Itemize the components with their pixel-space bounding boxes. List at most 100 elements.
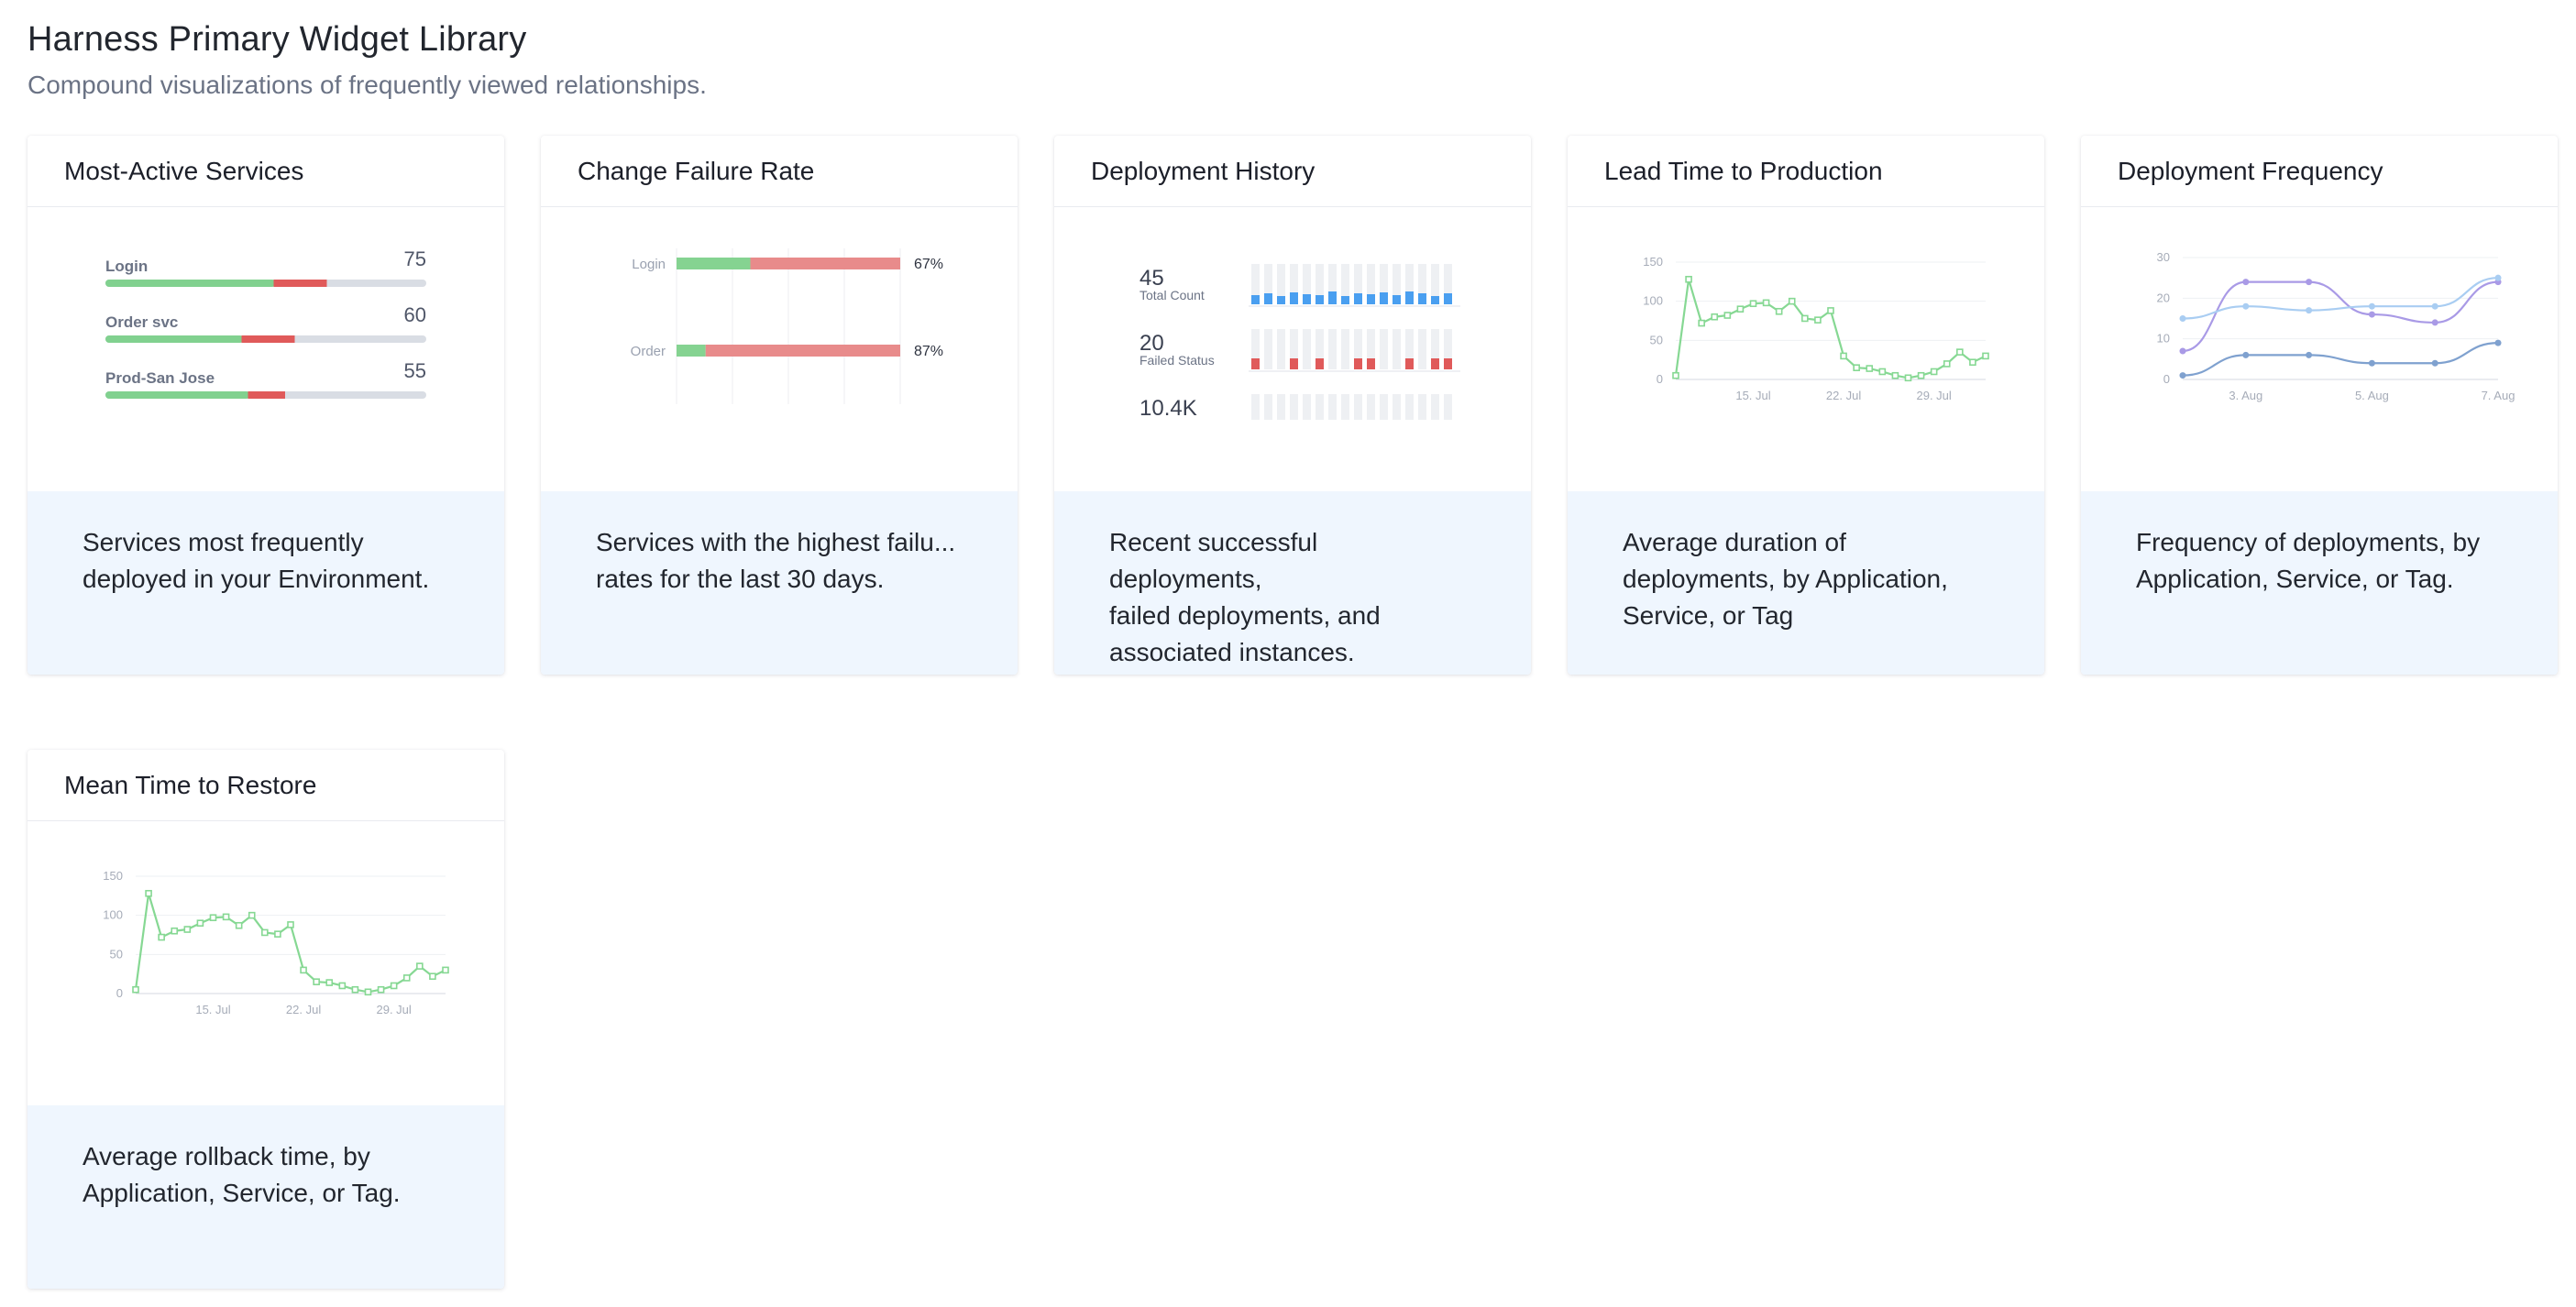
data-point [2431, 359, 2438, 367]
widget-card-lead-time-to-production[interactable]: Lead Time to Production 0 50 100 150 15. Jul… [1568, 136, 2044, 675]
history-bar [1444, 293, 1452, 304]
data-point [338, 982, 347, 990]
widget-card-most-active-services[interactable]: Most-Active Services Login 75 Order svc 60 P… [28, 136, 504, 675]
data-point [132, 985, 139, 994]
x-tick-label: 15. Jul [1735, 389, 1770, 402]
data-point [209, 914, 217, 922]
bar-failure [241, 335, 295, 343]
y-tick-label: 0 [116, 986, 123, 1000]
history-slot [1328, 394, 1337, 420]
history-slot [1367, 394, 1375, 420]
data-point [1788, 297, 1796, 305]
data-point [1698, 319, 1705, 327]
card-description-line: Average rollback time, by [83, 1142, 370, 1170]
data-point [2306, 351, 2313, 358]
data-point [222, 913, 230, 921]
history-bar [1431, 296, 1439, 304]
widget-card-change-failure-rate[interactable]: Change Failure Rate Login67%Order87%Acco… [541, 136, 1018, 675]
page-subtitle: Compound visualizations of frequently vi… [28, 71, 707, 99]
history-slot [1251, 394, 1260, 420]
service-label: Login [632, 257, 666, 272]
data-point [171, 927, 179, 935]
card-description-line: rates for the last 30 days. [596, 565, 885, 593]
history-slot [1290, 264, 1298, 304]
history-slot [1328, 329, 1337, 369]
history-slot [1393, 264, 1401, 304]
history-bar [1405, 358, 1414, 369]
stat-label: Instances [1139, 418, 1194, 420]
mean-time-to-restore-chart: 0 50 100 150 15. Jul 22. Jul 29. Jul [103, 869, 449, 1016]
data-point [1853, 364, 1860, 371]
data-point [1736, 305, 1745, 313]
history-bar [1277, 296, 1285, 304]
card-description-line: deployments, by Application, [1623, 565, 1948, 593]
service-label: Login [105, 258, 148, 275]
card-preview: 0 50 100 150 15. Jul 22. Jul 29. Jul [1568, 207, 2044, 420]
widget-card-deployment-frequency[interactable]: Deployment Frequency 0 10 20 30 3. Aug 5. Aug… [2081, 136, 2558, 675]
card-title: Most-Active Services [28, 136, 504, 207]
history-bar [1405, 291, 1414, 304]
history-slot [1418, 329, 1426, 369]
y-tick-label: 150 [103, 869, 123, 883]
history-slot [1418, 394, 1426, 420]
x-tick-label: 3. Aug [2229, 389, 2262, 402]
history-slot [1393, 329, 1401, 369]
history-slot [1444, 329, 1452, 369]
history-slot [1264, 394, 1272, 420]
bar-failure [248, 391, 285, 399]
history-slot [1341, 264, 1349, 304]
y-tick-label: 150 [1643, 255, 1663, 269]
bar-success [677, 345, 706, 357]
data-point [351, 985, 359, 994]
service-count: 60 [404, 303, 426, 326]
data-point [1904, 374, 1912, 382]
history-bar [1251, 295, 1260, 304]
data-point [158, 933, 165, 941]
history-slot [1380, 329, 1388, 369]
most-active-services-chart: Login 75 Order svc 60 Prod-San Jose 55 [105, 247, 426, 399]
history-bar [1354, 358, 1362, 369]
history-slot [1354, 264, 1362, 304]
data-point [390, 982, 398, 990]
history-bar [1290, 358, 1298, 369]
x-tick-label: 22. Jul [1826, 389, 1861, 402]
data-point [2242, 351, 2250, 358]
history-slot [1418, 264, 1426, 304]
card-description: Recent successful deployments, failed de… [1054, 491, 1531, 675]
history-slot [1354, 394, 1362, 420]
card-description-line: associated instances. [1109, 638, 1355, 666]
history-slot [1328, 264, 1337, 304]
card-description: Average rollback time, by Application, S… [28, 1105, 504, 1289]
x-tick-label: 29. Jul [377, 1003, 412, 1016]
service-label: Prod-San Jose [105, 369, 215, 387]
card-description-line: Average duration of [1623, 528, 1846, 556]
card-description-line: Frequency of deployments, by [2136, 528, 2481, 556]
data-point [2368, 311, 2375, 318]
y-tick-label: 20 [2157, 291, 2170, 304]
stat-value: 45 [1139, 266, 1164, 291]
history-slot [1405, 329, 1414, 369]
card-title: Change Failure Rate [541, 136, 1018, 207]
bar-failure [705, 345, 900, 357]
stat-value: 20 [1139, 331, 1164, 356]
data-point [2306, 307, 2313, 314]
history-bar [1418, 293, 1426, 304]
history-bar [1341, 296, 1349, 304]
data-point [1749, 300, 1757, 308]
card-description: Average duration of deployments, by Appl… [1568, 491, 2044, 675]
data-point [429, 972, 436, 981]
history-bar [1444, 358, 1452, 369]
widget-card-deployment-history[interactable]: Deployment History 45 Total Count 20 Failed… [1054, 136, 1531, 675]
y-tick-label: 50 [1650, 333, 1663, 346]
history-bar [1431, 358, 1439, 369]
service-label: Order svc [105, 313, 178, 331]
history-bar [1328, 291, 1337, 304]
history-slot [1431, 329, 1439, 369]
card-description-line: Application, Service, or Tag. [2136, 565, 2454, 593]
data-point [248, 911, 256, 919]
widget-card-mean-time-to-restore[interactable]: Mean Time to Restore 0 50 100 150 15. Jul 22.… [28, 750, 504, 1289]
history-slot [1277, 264, 1285, 304]
page-title: Harness Primary Widget Library [28, 20, 527, 59]
